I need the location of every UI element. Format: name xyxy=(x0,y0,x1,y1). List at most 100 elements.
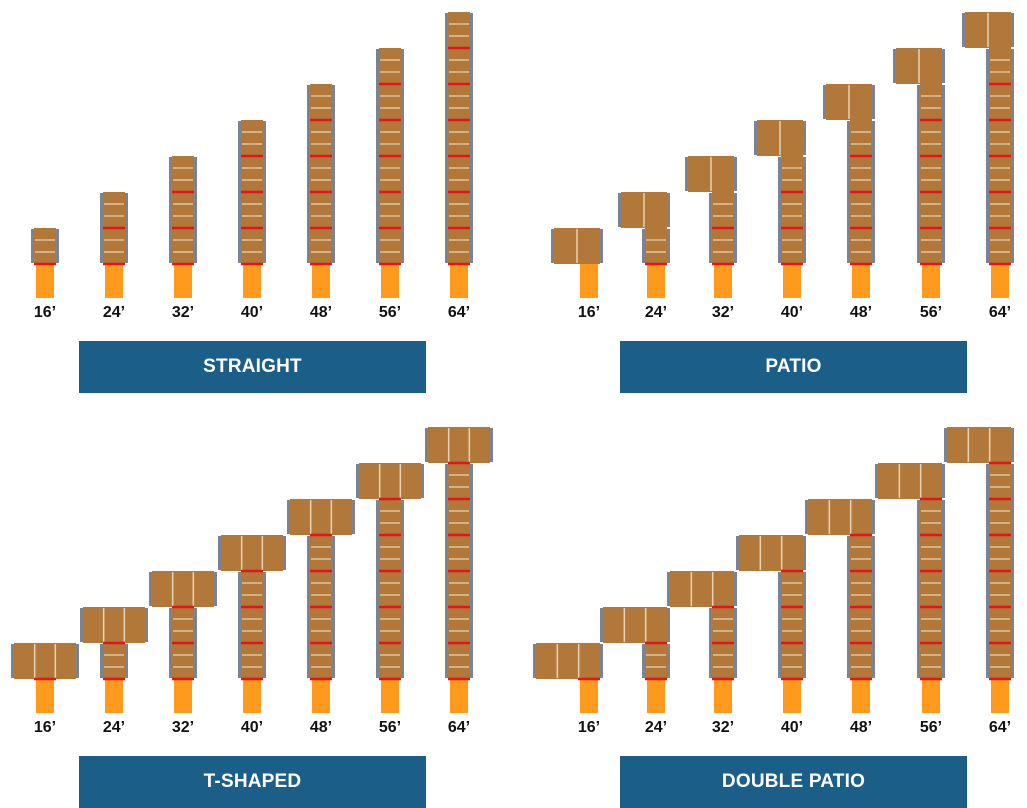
length-label-patio-5: 48’ xyxy=(850,304,872,321)
patio-platform xyxy=(551,228,603,264)
dock-t-shaped-1: 16’ xyxy=(11,643,79,736)
patio-platform-cleat-left xyxy=(551,229,554,263)
walkway-deck xyxy=(781,571,803,679)
banner-label-t-shaped: T-SHAPED xyxy=(203,771,302,792)
walkway-deck xyxy=(781,156,803,264)
ramp xyxy=(174,264,192,298)
walkway-cleat-left xyxy=(986,464,989,678)
panel-t-shaped: 16’ 24’ 32’ 40’ 48’ 56’ 64’ xyxy=(11,427,493,736)
length-label-double-patio-2: 24’ xyxy=(645,719,667,736)
walkway-cleat-right xyxy=(667,229,670,263)
double-patio-platform-cleat-left xyxy=(805,500,808,534)
walkway-cleat-right xyxy=(194,608,197,678)
tee-head xyxy=(425,427,493,463)
dock-t-shaped-6: 56’ xyxy=(356,463,424,736)
double-patio-platform-cleat-left xyxy=(944,428,947,462)
walkway-cleat-right xyxy=(332,536,335,678)
dock-patio-3: 32’ xyxy=(685,156,737,321)
length-label-straight-3: 32’ xyxy=(172,304,194,321)
patio-platform-cleat-left xyxy=(754,121,757,155)
walkway-cleat-left xyxy=(445,464,448,678)
tee-head-deck xyxy=(359,463,421,499)
length-label-patio-3: 32’ xyxy=(712,304,734,321)
dock-t-shaped-5: 48’ xyxy=(287,499,355,736)
dock-double-patio-6: 56’ xyxy=(875,463,945,736)
walkway-cleat-left xyxy=(642,229,645,263)
dock-t-shaped-2: 24’ xyxy=(80,607,148,736)
walkway-cleat-right xyxy=(56,229,59,263)
walkway-cleat-left xyxy=(100,644,103,678)
walkway-cleat-right xyxy=(667,644,670,678)
walkway-cleat-right xyxy=(332,85,335,263)
panel-double-patio: 16’ 24’ 32’ 40’ 48’ 56’ 64’ xyxy=(533,427,1014,736)
banner-t-shaped: T-SHAPED xyxy=(79,756,426,808)
length-label-t-shaped-2: 24’ xyxy=(103,719,125,736)
walkway-cleat-left xyxy=(307,85,310,263)
walkway-deck xyxy=(310,84,332,264)
double-patio-platform-cleat-right xyxy=(734,572,737,606)
double-patio-platform-cleat-right xyxy=(942,464,945,498)
walkway-deck xyxy=(34,228,56,264)
dock-straight-4: 40’ xyxy=(238,120,266,321)
walkway-cleat-left xyxy=(445,13,448,263)
walkway-deck xyxy=(103,643,125,679)
length-label-patio-6: 56’ xyxy=(920,304,942,321)
walkway-cleat-left xyxy=(169,157,172,263)
dock-straight-7: 64’ xyxy=(445,12,473,321)
patio-platform-cleat-right xyxy=(1011,13,1014,47)
tee-head-cleat-right xyxy=(283,536,286,570)
walkway-cleat-right xyxy=(263,121,266,263)
tee-head-deck xyxy=(83,607,145,643)
double-patio-platform xyxy=(533,643,603,679)
dock-patio-4: 40’ xyxy=(754,120,806,321)
tee-head-deck xyxy=(14,643,76,679)
patio-platform-cleat-right xyxy=(667,193,670,227)
tee-head xyxy=(287,499,355,535)
double-patio-platform-cleat-right xyxy=(600,644,603,678)
ramp xyxy=(783,679,801,713)
walkway-cleat-right xyxy=(263,572,266,678)
walkway-deck xyxy=(379,499,401,679)
ramp xyxy=(381,679,399,713)
walkway-cleat-right xyxy=(872,121,875,263)
ramp xyxy=(312,264,330,298)
dock-double-patio-2: 24’ xyxy=(600,607,670,736)
walkway-cleat-right xyxy=(734,608,737,678)
length-label-double-patio-6: 56’ xyxy=(920,719,942,736)
tee-head-deck xyxy=(428,427,490,463)
patio-platform xyxy=(685,156,737,192)
walkway-cleat-left xyxy=(778,157,781,263)
patio-platform-cleat-right xyxy=(872,85,875,119)
walkway-cleat-right xyxy=(470,13,473,263)
double-patio-platform-cleat-right xyxy=(803,536,806,570)
tee-head-cleat-left xyxy=(425,428,428,462)
patio-platform-cleat-left xyxy=(823,85,826,119)
length-label-double-patio-3: 32’ xyxy=(712,719,734,736)
banner-straight: STRAIGHT xyxy=(79,341,426,393)
dock-t-shaped-4: 40’ xyxy=(218,535,286,736)
ramp xyxy=(450,264,468,298)
ramp xyxy=(36,264,54,298)
length-label-patio-1: 16’ xyxy=(578,304,600,321)
walkway-cleat-right xyxy=(942,500,945,678)
banner-label-double-patio: DOUBLE PATIO xyxy=(721,771,866,792)
walkway-cleat-right xyxy=(803,572,806,678)
patio-platform xyxy=(962,12,1014,48)
double-patio-platform-cleat-right xyxy=(667,608,670,642)
ramp xyxy=(243,679,261,713)
double-patio-platform-deck xyxy=(536,643,600,679)
walkway-cleat-right xyxy=(942,85,945,263)
walkway-cleat-right xyxy=(734,193,737,263)
dock-patio-2: 24’ xyxy=(618,192,670,321)
ramp xyxy=(174,679,192,713)
walkway-cleat-left xyxy=(709,608,712,678)
double-patio-platform-deck xyxy=(878,463,942,499)
double-patio-platform-cleat-left xyxy=(736,536,739,570)
tee-head-cleat-right xyxy=(76,644,79,678)
walkway-cleat-left xyxy=(709,193,712,263)
dock-straight-6: 56’ xyxy=(376,48,404,321)
length-label-straight-7: 64’ xyxy=(448,304,470,321)
walkway-cleat-left xyxy=(238,121,241,263)
ramp xyxy=(36,679,54,713)
walkway-deck xyxy=(920,84,942,264)
